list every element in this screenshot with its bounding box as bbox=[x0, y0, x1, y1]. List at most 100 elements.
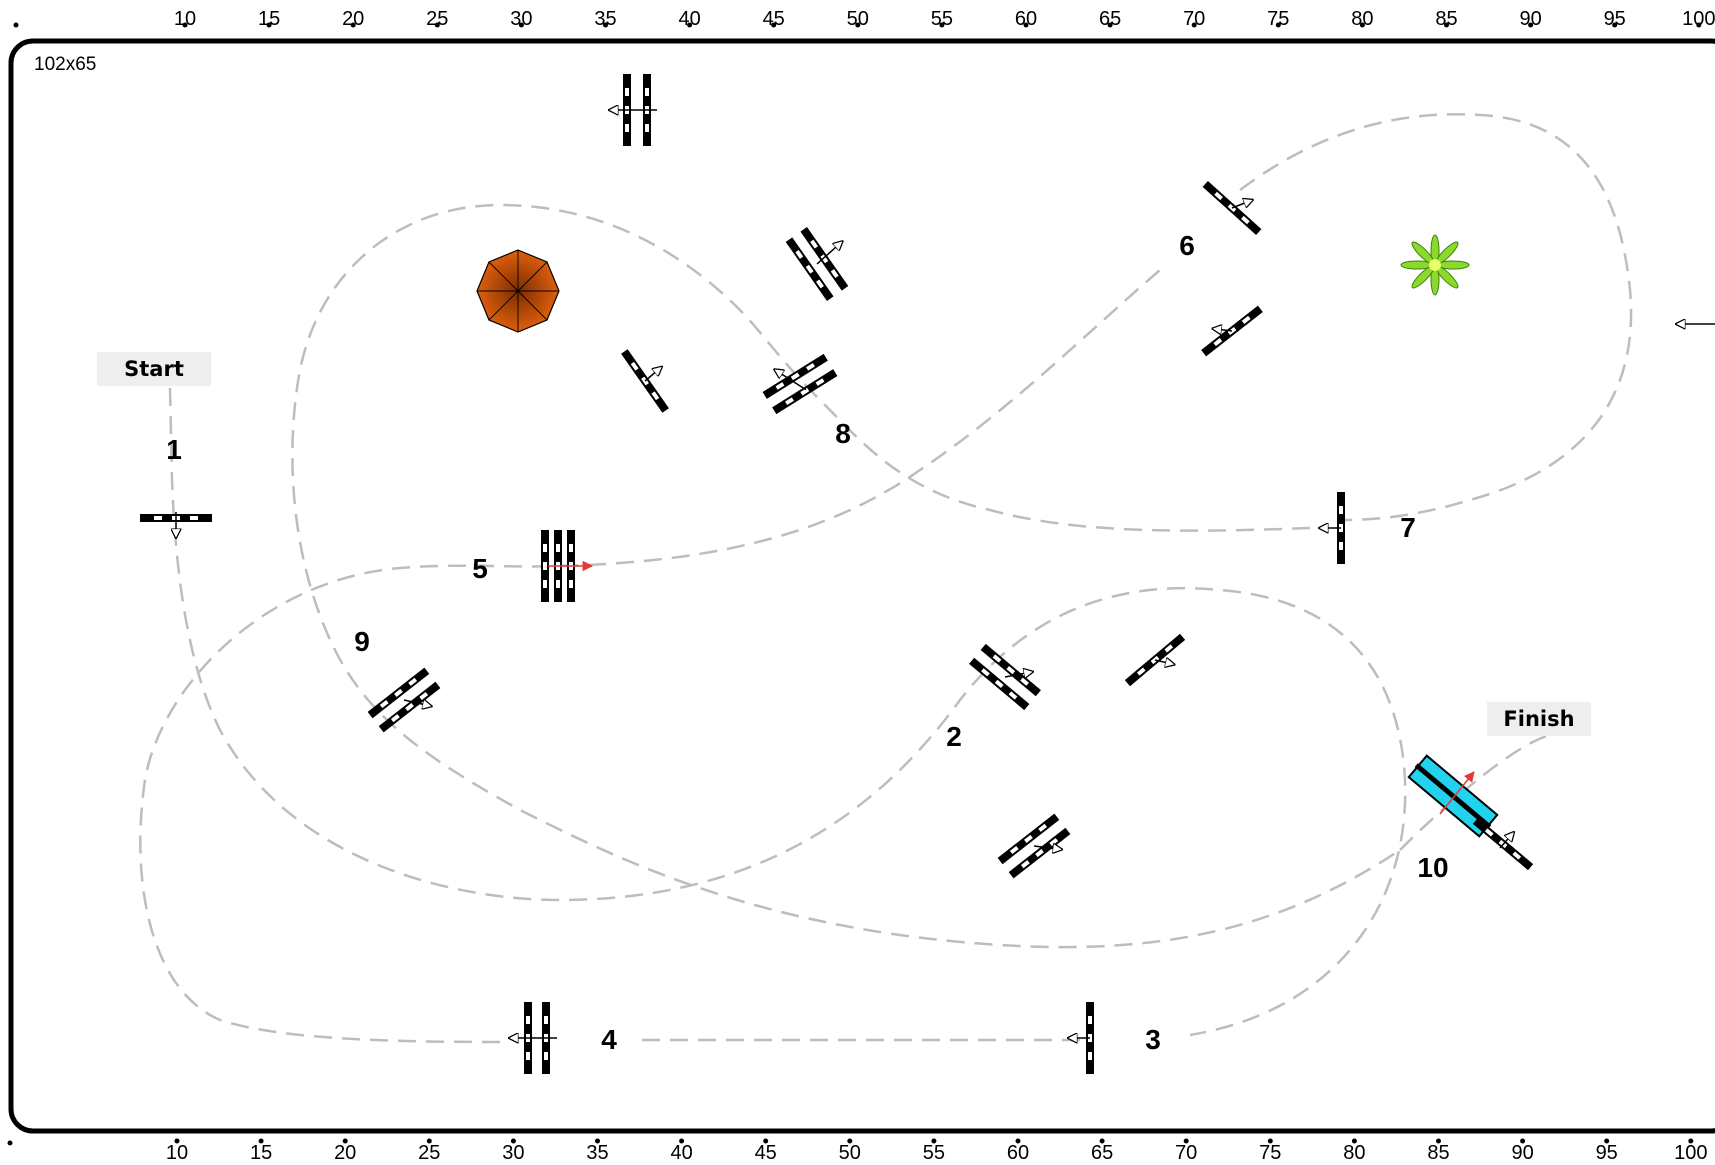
ruler-label: 45 bbox=[763, 8, 785, 30]
start-label: Start bbox=[97, 352, 211, 386]
ruler-label: 10 bbox=[166, 1142, 188, 1164]
ruler-tick bbox=[595, 1138, 600, 1144]
ruler-label: 55 bbox=[931, 8, 953, 30]
ruler-tick bbox=[182, 22, 188, 28]
ruler-tick bbox=[855, 22, 861, 28]
ruler-label: 70 bbox=[1175, 1142, 1197, 1164]
ruler-label: 15 bbox=[250, 1142, 272, 1164]
ruler-label: 85 bbox=[1435, 8, 1457, 30]
course-number-10: 10 bbox=[1417, 852, 1448, 883]
ruler-label: 50 bbox=[847, 8, 869, 30]
ruler-label: 100 bbox=[1674, 1142, 1707, 1164]
ruler-tick bbox=[342, 1138, 348, 1144]
ruler-tick bbox=[1099, 1138, 1105, 1144]
ruler-tick bbox=[426, 1138, 432, 1144]
ruler-tick bbox=[1359, 22, 1365, 28]
obstacle-single-a bbox=[621, 349, 669, 413]
ruler-tick bbox=[931, 1138, 937, 1144]
ruler-tick bbox=[847, 1138, 853, 1144]
ruler-label: 35 bbox=[586, 1142, 608, 1164]
route-path bbox=[139, 113, 1633, 1044]
ruler-tick bbox=[603, 22, 608, 28]
ruler-tick bbox=[518, 22, 524, 28]
finish-label: Finish bbox=[1487, 702, 1591, 736]
ruler-tick bbox=[1436, 1138, 1441, 1144]
course-number-7: 7 bbox=[1400, 512, 1416, 543]
obstacle-2 bbox=[969, 643, 1041, 711]
ruler-tick bbox=[771, 22, 777, 28]
obstacle-9 bbox=[367, 667, 441, 733]
ruler-tick bbox=[1604, 1138, 1610, 1144]
ruler-tick bbox=[1688, 1138, 1694, 1144]
course-number-9: 9 bbox=[354, 626, 370, 657]
finish-text: Finish bbox=[1503, 707, 1574, 731]
obstacle-oxer-c bbox=[997, 813, 1071, 879]
ruler-label: 65 bbox=[1091, 1142, 1113, 1164]
ruler-tick bbox=[1444, 22, 1449, 28]
ruler-label: 45 bbox=[755, 1142, 777, 1164]
ruler-tick bbox=[1191, 22, 1197, 28]
course-number-4: 4 bbox=[601, 1024, 617, 1055]
ruler-label: 85 bbox=[1427, 1142, 1449, 1164]
ruler-bottom: 10 15 20 25 30 35 40 45 50 55 60 65 70 75 80 85 90 95 100 bbox=[166, 1138, 1707, 1164]
ruler-tick bbox=[1015, 1138, 1021, 1144]
obstacle-oxer-top bbox=[609, 74, 657, 146]
ruler-label: 20 bbox=[342, 8, 364, 30]
ruler-label: 75 bbox=[1267, 8, 1289, 30]
obstacle-8 bbox=[762, 353, 838, 415]
course-number-2: 2 bbox=[946, 721, 962, 752]
ruler-label: 30 bbox=[502, 1142, 524, 1164]
ruler-top: 10 15 20 25 30 35 40 45 50 55 60 65 70 75 80 85 90 95 100 bbox=[174, 8, 1715, 30]
ruler-label: 75 bbox=[1259, 1142, 1281, 1164]
obstacle-single-b bbox=[1201, 305, 1263, 357]
arena-border bbox=[8, 38, 1715, 1134]
ruler-label: 90 bbox=[1519, 8, 1541, 30]
ruler-tick bbox=[679, 1138, 685, 1144]
umbrella-decor bbox=[476, 249, 560, 333]
ruler-label: 65 bbox=[1099, 8, 1121, 30]
ruler-tick bbox=[1023, 22, 1029, 28]
ruler-label: 50 bbox=[839, 1142, 861, 1164]
ruler-tick bbox=[1612, 22, 1618, 28]
course-number-6: 6 bbox=[1179, 230, 1195, 261]
plant-decor bbox=[1400, 234, 1470, 296]
ruler-label: 25 bbox=[426, 8, 448, 30]
ruler-tick bbox=[1696, 22, 1702, 28]
ruler-label: 55 bbox=[923, 1142, 945, 1164]
obstacle-single-c bbox=[1124, 633, 1186, 687]
ruler-label: 80 bbox=[1343, 1142, 1365, 1164]
ruler-label: 35 bbox=[594, 8, 616, 30]
ruler-tick bbox=[763, 1138, 769, 1144]
obstacle-4 bbox=[509, 1002, 557, 1074]
start-text: Start bbox=[124, 357, 184, 381]
obstacle-7 bbox=[1319, 492, 1345, 564]
obstacle-oxer-b bbox=[785, 227, 849, 301]
ruler-tick bbox=[1528, 22, 1534, 28]
course-number-8: 8 bbox=[835, 418, 851, 449]
course-number-1: 1 bbox=[166, 434, 182, 465]
ruler-tick bbox=[266, 22, 272, 28]
corner-dot bbox=[7, 1140, 13, 1146]
ruler-label: 25 bbox=[418, 1142, 440, 1164]
ruler-tick bbox=[1267, 1138, 1273, 1144]
ruler-tick bbox=[350, 22, 356, 28]
ruler-label: 60 bbox=[1015, 8, 1037, 30]
ruler-tick bbox=[1275, 22, 1281, 28]
ruler-tick bbox=[434, 22, 440, 28]
ruler-label: 100 bbox=[1682, 8, 1715, 30]
ruler-label: 70 bbox=[1183, 8, 1205, 30]
course-number-3: 3 bbox=[1145, 1024, 1161, 1055]
ruler-label: 95 bbox=[1604, 8, 1626, 30]
corner-dot bbox=[13, 22, 19, 28]
course-number-5: 5 bbox=[472, 553, 488, 584]
obstacle-1 bbox=[140, 512, 212, 538]
ruler-label: 80 bbox=[1351, 8, 1373, 30]
ruler-label: 40 bbox=[670, 1142, 692, 1164]
ruler-tick bbox=[687, 22, 693, 28]
obstacle-6 bbox=[1202, 180, 1262, 236]
ruler-tick bbox=[1351, 1138, 1357, 1144]
ruler-tick bbox=[174, 1138, 180, 1144]
obstacle-3 bbox=[1068, 1002, 1094, 1074]
ruler-tick bbox=[939, 22, 945, 28]
